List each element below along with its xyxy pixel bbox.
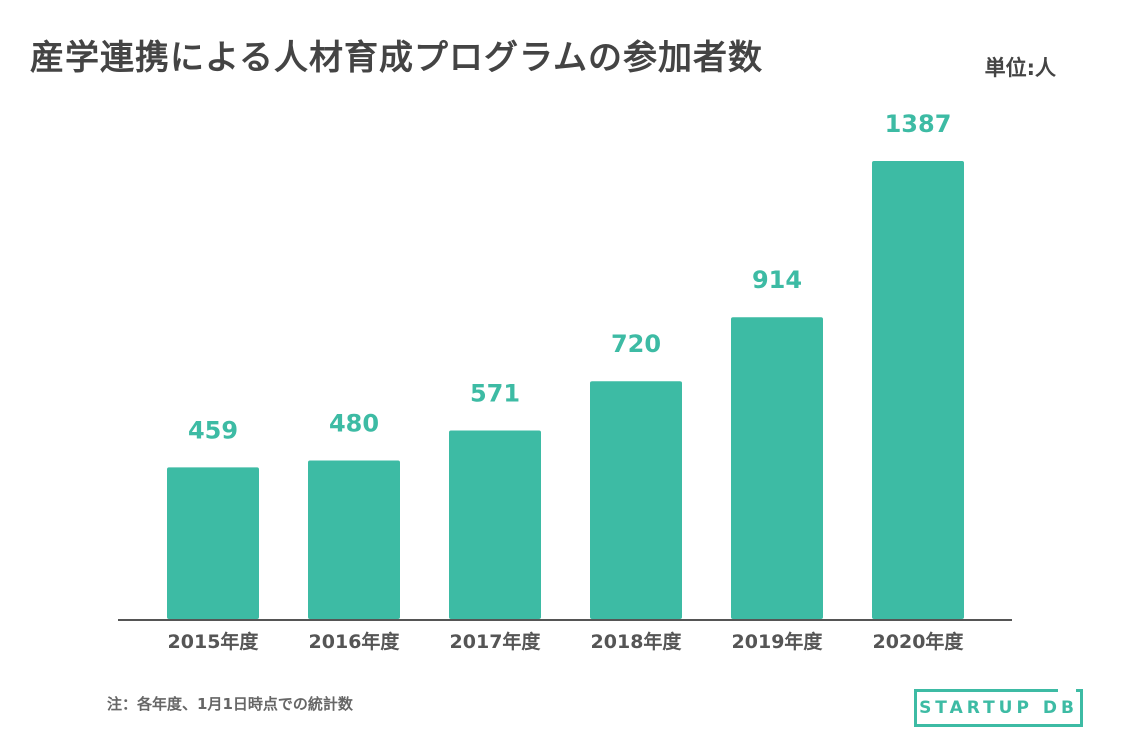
bars-group xyxy=(167,161,964,619)
value-label-2018年度: 720 xyxy=(611,330,661,358)
value-label-2019年度: 914 xyxy=(752,266,802,294)
tick-labels-group: 2015年度 2016年度 2017年度 2018年度 2019年度 2020年度 xyxy=(168,630,965,653)
bar-2018年度 xyxy=(590,381,682,619)
value-labels-group: 459 480 571 720 914 1387 xyxy=(188,110,951,444)
tick-label-2017年度: 2017年度 xyxy=(450,630,542,653)
footnote: 注：各年度、1月1日時点での統計数 xyxy=(107,695,353,713)
value-label-2020年度: 1387 xyxy=(885,110,952,138)
tick-label-2020年度: 2020年度 xyxy=(873,630,965,653)
bar-2016年度 xyxy=(308,460,400,619)
value-label-2015年度: 459 xyxy=(188,416,238,444)
chart-title: 産学連携による人材育成プログラムの参加者数 xyxy=(30,38,763,78)
bar-2020年度 xyxy=(872,161,964,619)
value-label-2016年度: 480 xyxy=(329,409,379,437)
tick-label-2015年度: 2015年度 xyxy=(168,630,260,653)
tick-label-2016年度: 2016年度 xyxy=(309,630,401,653)
bar-2015年度 xyxy=(167,467,259,619)
bar-2017年度 xyxy=(449,430,541,619)
unit-label: 単位:人 xyxy=(984,56,1056,80)
tick-label-2018年度: 2018年度 xyxy=(591,630,683,653)
bar-2019年度 xyxy=(731,317,823,619)
startup-db-logo: STARTUP DB xyxy=(914,689,1083,727)
logo-notch xyxy=(1058,685,1076,693)
value-label-2017年度: 571 xyxy=(470,379,520,407)
tick-label-2019年度: 2019年度 xyxy=(732,630,824,653)
